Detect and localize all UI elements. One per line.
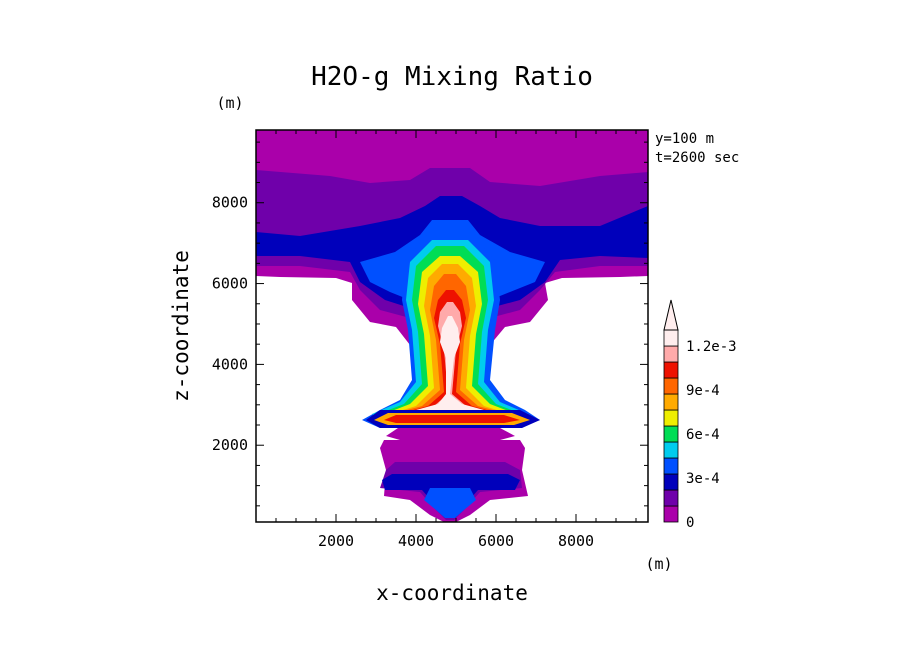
x-unit-label: (m) [645,555,672,573]
colorbar-swatch [663,489,679,507]
colorbar-label: 0 [686,515,694,531]
colorbar-extend-arrow [663,299,679,331]
colorbar-swatch [663,473,679,491]
contour-field [256,130,648,522]
y-tick-label: 4000 [212,355,248,373]
colorbar-swatch [663,457,679,475]
x-tick-label: 4000 [398,532,434,550]
colorbar-swatch [663,441,679,459]
colorbar-swatch [663,425,679,443]
colorbar-label: 6e-4 [686,427,720,443]
annotation-t: t=2600 sec [655,150,739,166]
y-tick-label: 6000 [212,275,248,293]
colorbar: 0 3e-4 6e-4 9e-4 1.2e-3 [663,299,737,531]
colorbar-label: 9e-4 [686,383,720,399]
y-axis-ticks: 2000 4000 6000 8000 [212,141,648,507]
colorbar-swatch [663,393,679,411]
colorbar-swatch [663,329,679,347]
colorbar-swatch [663,345,679,363]
colorbar-swatch [663,377,679,395]
colorbar-label: 1.2e-3 [686,339,737,355]
colorbar-swatch [663,505,679,523]
lens-underside [386,428,515,440]
outflow-lens-inner [384,415,520,423]
y-unit-label: (m) [216,94,243,112]
y-axis-label: z-coordinate [169,250,193,402]
x-axis-label: x-coordinate [376,581,528,605]
y-tick-label: 2000 [212,436,248,454]
annotation-y: y=100 m [655,131,714,147]
colorbar-swatch [663,409,679,427]
colorbar-swatch [663,361,679,379]
chart-title: H2O-g Mixing Ratio [311,62,593,92]
colorbar-label: 3e-4 [686,471,720,487]
x-tick-label: 2000 [318,532,354,550]
x-tick-label: 6000 [478,532,514,550]
plume-core [416,316,484,412]
x-axis-ticks: 2000 4000 6000 8000 [275,130,637,550]
lower-band-3 [424,488,476,518]
x-tick-label: 8000 [558,532,594,550]
plot-frame [255,129,649,523]
y-tick-label: 8000 [212,194,248,212]
